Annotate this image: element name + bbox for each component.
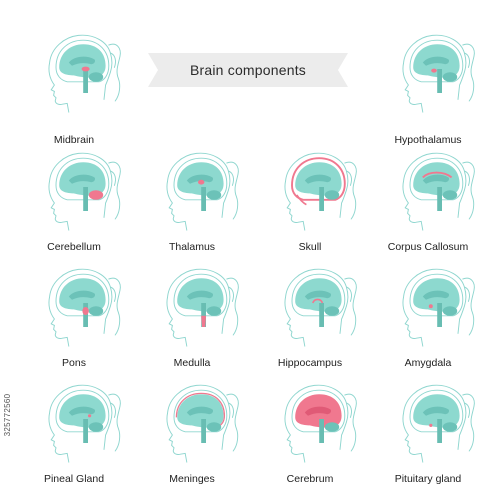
caption-pituitary-gland: Pituitary gland (394, 473, 462, 485)
caption-meninges: Meninges (169, 473, 215, 485)
brain-diagram-thalamus: Thalamus (132, 146, 252, 261)
ribbon-banner-icon (148, 53, 348, 87)
brain-diagram-hypothalamus: Hypothalamus (368, 28, 488, 146)
caption-medulla: Medulla (173, 357, 211, 369)
brain-diagram-skull: Skull (250, 146, 370, 261)
caption-cerebrum: Cerebrum (286, 473, 334, 485)
brain-diagram-medulla: Medulla (132, 262, 252, 377)
caption-thalamus: Thalamus (168, 241, 216, 253)
caption-hypothalamus: Hypothalamus (394, 134, 462, 146)
head-profile-icon (48, 152, 121, 231)
caption-skull: Skull (298, 241, 322, 253)
page-title: Brain components (189, 62, 307, 78)
head-profile-icon (166, 268, 239, 347)
brain-diagram-pituitary-gland: Pituitary gland (368, 378, 488, 493)
caption-pons: Pons (62, 357, 86, 369)
head-profile-icon (166, 384, 239, 463)
caption-midbrain: Midbrain (53, 134, 95, 146)
caption-amygdala: Amygdala (404, 357, 452, 369)
head-profile-icon (48, 384, 121, 463)
brain-diagram-pineal-gland: Pineal Gland (14, 378, 134, 493)
head-profile-icon (166, 152, 239, 231)
head-profile-icon (402, 384, 475, 463)
brain-diagram-corpus-callosum: Corpus Callosum (368, 146, 488, 261)
caption-pineal-gland: Pineal Gland (43, 473, 105, 485)
brain-diagram-cerebrum: Cerebrum (250, 378, 370, 493)
brain-diagram-hippocampus: Hippocampus (250, 262, 370, 377)
caption-cerebellum: Cerebellum (47, 241, 101, 253)
head-profile-icon (48, 268, 121, 347)
brain-diagram-midbrain: Midbrain (14, 28, 134, 146)
head-profile-icon (402, 152, 475, 231)
title-ribbon: Brain components (148, 53, 348, 87)
brain-diagram-pons: Pons (14, 262, 134, 377)
head-profile-icon (284, 384, 357, 463)
head-profile-icon (402, 268, 475, 347)
head-profile-icon (402, 34, 475, 113)
head-profile-icon (48, 34, 121, 113)
head-profile-icon (284, 152, 357, 231)
stock-id: 325772560 (3, 393, 12, 437)
head-profile-icon (284, 268, 357, 347)
brain-diagram-amygdala: Amygdala (368, 262, 488, 377)
caption-corpus-callosum: Corpus Callosum (387, 241, 469, 253)
brain-diagram-meninges: Meninges (132, 378, 252, 493)
brain-diagram-cerebellum: Cerebellum (14, 146, 134, 261)
caption-hippocampus: Hippocampus (277, 357, 343, 369)
